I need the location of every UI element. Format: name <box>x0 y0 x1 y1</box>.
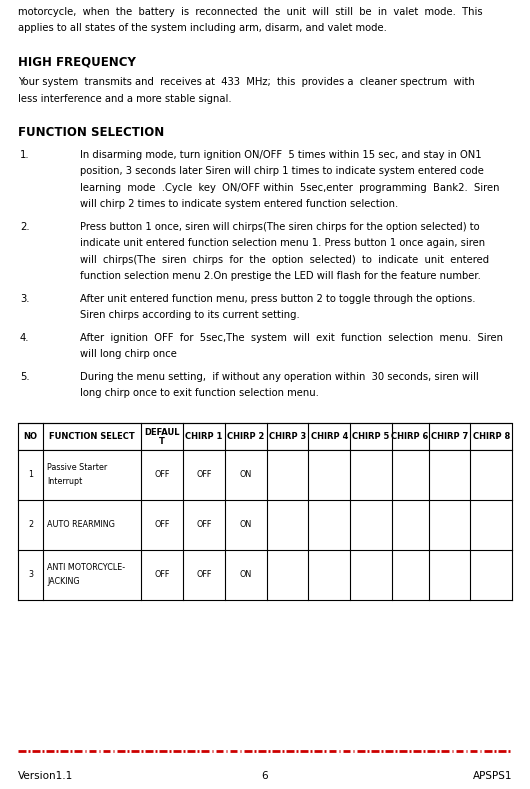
Text: During the menu setting,  if without any operation within  30 seconds, siren wil: During the menu setting, if without any … <box>80 372 479 382</box>
Text: CHIRP 5: CHIRP 5 <box>352 432 390 441</box>
Text: NO: NO <box>24 432 38 441</box>
Bar <box>18 423 512 450</box>
Text: will long chirp once: will long chirp once <box>80 350 177 359</box>
Bar <box>18 499 512 550</box>
Text: 4.: 4. <box>20 333 30 342</box>
Text: CHIRP 7: CHIRP 7 <box>431 432 468 441</box>
Text: HIGH FREQUENCY: HIGH FREQUENCY <box>18 55 136 69</box>
Text: After  ignition  OFF  for  5sec,The  system  will  exit  function  selection  me: After ignition OFF for 5sec,The system w… <box>80 333 503 342</box>
Text: 2.: 2. <box>20 222 30 232</box>
Text: will  chirps(The  siren  chirps  for  the  option  selected)  to  indicate  unit: will chirps(The siren chirps for the opt… <box>80 255 489 265</box>
Text: CHIRP 6: CHIRP 6 <box>392 432 429 441</box>
Text: indicate unit entered function selection menu 1. Press button 1 once again, sire: indicate unit entered function selection… <box>80 238 485 249</box>
Text: ANTI MOTORCYCLE-: ANTI MOTORCYCLE- <box>47 563 126 572</box>
Text: AUTO REARMING: AUTO REARMING <box>47 520 115 529</box>
Text: ON: ON <box>240 570 252 579</box>
Text: OFF: OFF <box>155 470 170 479</box>
Text: In disarming mode, turn ignition ON/OFF  5 times within 15 sec, and stay in ON1: In disarming mode, turn ignition ON/OFF … <box>80 150 482 160</box>
Text: motorcycle,  when  the  battery  is  reconnected  the  unit  will  still  be  in: motorcycle, when the battery is reconnec… <box>18 7 483 17</box>
Bar <box>18 450 512 499</box>
Text: learning  mode  .Cycle  key  ON/OFF within  5sec,enter  programming  Bank2.  Sir: learning mode .Cycle key ON/OFF within 5… <box>80 183 499 193</box>
Bar <box>18 550 512 600</box>
Text: long chirp once to exit function selection menu.: long chirp once to exit function selecti… <box>80 388 319 398</box>
Text: Siren chirps according to its current setting.: Siren chirps according to its current se… <box>80 310 300 320</box>
Text: less interference and a more stable signal.: less interference and a more stable sign… <box>18 94 232 104</box>
Text: 1: 1 <box>28 470 33 479</box>
Text: 3.: 3. <box>20 294 30 304</box>
Text: ON: ON <box>240 470 252 479</box>
Text: 1.: 1. <box>20 150 30 160</box>
Text: CHIRP 1: CHIRP 1 <box>186 432 223 441</box>
Text: position, 3 seconds later Siren will chirp 1 times to indicate system entered co: position, 3 seconds later Siren will chi… <box>80 166 484 176</box>
Text: 2: 2 <box>28 520 33 529</box>
Text: OFF: OFF <box>196 470 211 479</box>
Text: CHIRP 4: CHIRP 4 <box>311 432 348 441</box>
Text: Press button 1 once, siren will chirps(The siren chirps for the option selected): Press button 1 once, siren will chirps(T… <box>80 222 480 232</box>
Text: Your system  transmits and  receives at  433  MHz;  this  provides a  cleaner sp: Your system transmits and receives at 43… <box>18 77 475 88</box>
Text: applies to all states of the system including arm, disarm, and valet mode.: applies to all states of the system incl… <box>18 24 387 33</box>
Text: 5.: 5. <box>20 372 30 382</box>
Text: Passive Starter: Passive Starter <box>47 463 108 473</box>
Text: OFF: OFF <box>155 570 170 579</box>
Text: will chirp 2 times to indicate system entered function selection.: will chirp 2 times to indicate system en… <box>80 200 398 209</box>
Text: DEFAUL: DEFAUL <box>145 428 180 437</box>
Text: OFF: OFF <box>196 570 211 579</box>
Text: FUNCTION SELECTION: FUNCTION SELECTION <box>18 125 164 139</box>
Text: CHIRP 8: CHIRP 8 <box>473 432 510 441</box>
Text: ON: ON <box>240 520 252 529</box>
Text: OFF: OFF <box>155 520 170 529</box>
Text: 6: 6 <box>262 771 268 781</box>
Text: 3: 3 <box>28 570 33 579</box>
Text: APSPS1: APSPS1 <box>473 771 512 781</box>
Text: After unit entered function menu, press button 2 to toggle through the options.: After unit entered function menu, press … <box>80 294 475 304</box>
Text: JACKING: JACKING <box>47 578 80 586</box>
Text: OFF: OFF <box>196 520 211 529</box>
Text: CHIRP 3: CHIRP 3 <box>269 432 306 441</box>
Text: CHIRP 2: CHIRP 2 <box>227 432 264 441</box>
Text: function selection menu 2.On prestige the LED will flash for the feature number.: function selection menu 2.On prestige th… <box>80 271 481 282</box>
Text: Version1.1: Version1.1 <box>18 771 73 781</box>
Text: T: T <box>160 437 165 446</box>
Text: FUNCTION SELECT: FUNCTION SELECT <box>49 432 135 441</box>
Text: Interrupt: Interrupt <box>47 477 83 486</box>
